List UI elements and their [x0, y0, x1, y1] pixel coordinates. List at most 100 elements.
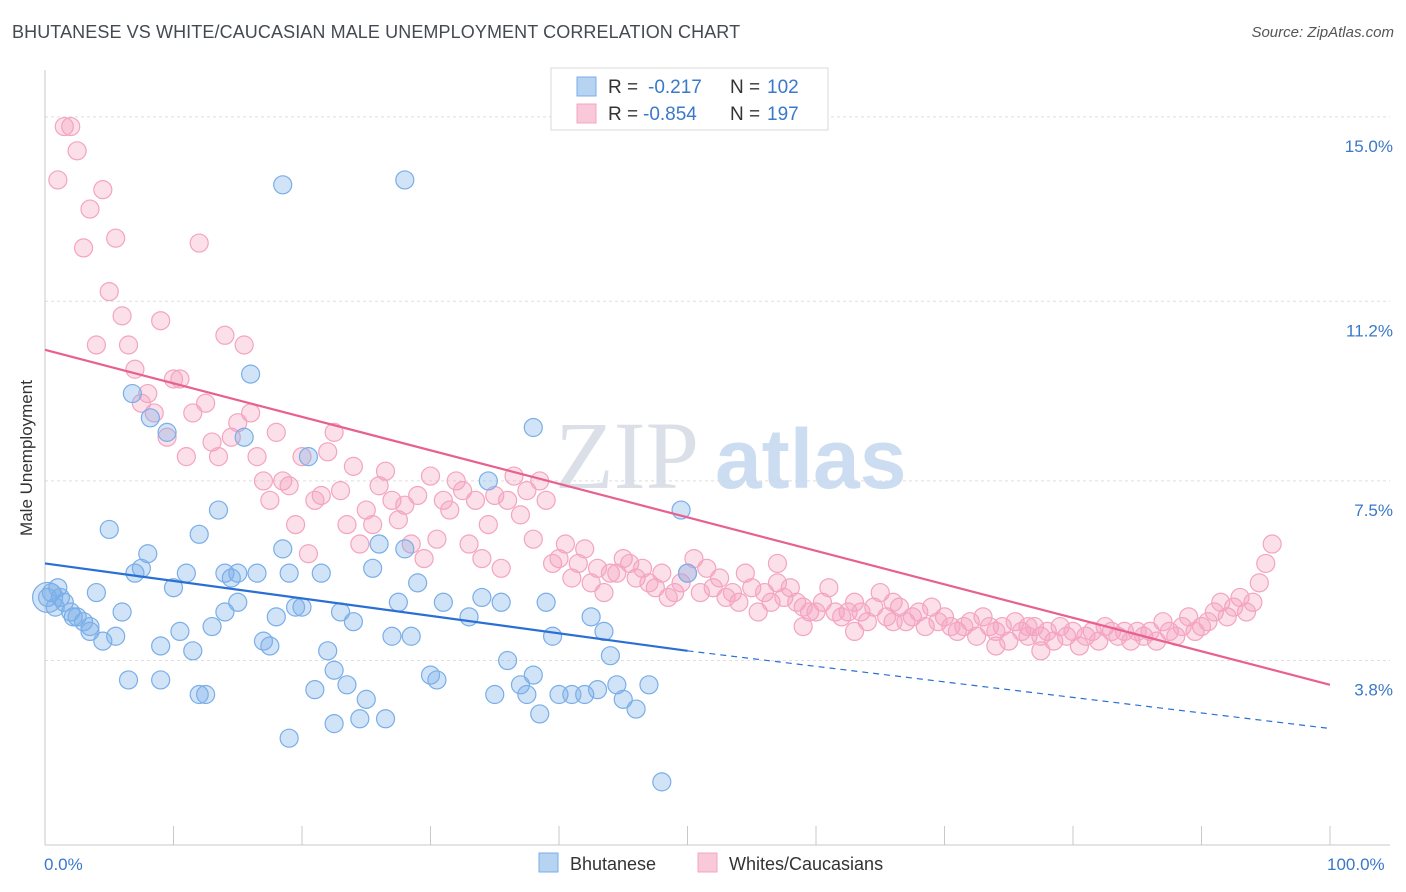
- bhutanese-point-76: [581, 607, 601, 627]
- bhutanese-point-35: [266, 607, 286, 627]
- bhutanese-point-64: [485, 684, 505, 705]
- bhutanese-point-8: [86, 582, 107, 603]
- whites-point-3: [67, 141, 87, 161]
- bhutanese-point-77: [587, 680, 608, 700]
- bhutanese-point-29: [228, 563, 248, 583]
- whites-point-65: [465, 490, 486, 510]
- legend-n-label-1: N =: [730, 77, 760, 98]
- legend-r-label-2: R =: [608, 104, 638, 125]
- bhutanese-point-17: [151, 636, 171, 656]
- bhutanese-point-87: [273, 175, 293, 195]
- bhutanese-point-83: [639, 675, 659, 695]
- whites-point-175: [1172, 616, 1192, 637]
- y-tick-label-1: 11.2%: [1346, 321, 1393, 340]
- whites-point-103: [710, 568, 730, 588]
- whites-point-149: [1005, 612, 1025, 632]
- trend-whites: [44, 348, 1331, 686]
- whites-point-110: [754, 582, 775, 603]
- bhutanese-point-88: [395, 170, 415, 190]
- bhutanese-point-11: [106, 626, 126, 646]
- bhutanese-point-large: [31, 581, 64, 614]
- whites-point-106: [729, 592, 749, 612]
- legend-n-value-2: 197: [767, 104, 799, 125]
- bhutanese-point-43: [318, 641, 338, 661]
- whites-point-159: [1069, 636, 1090, 656]
- whites-point-30: [241, 403, 261, 423]
- whites-point-156: [1050, 616, 1070, 637]
- bhutanese-point-47: [343, 612, 363, 632]
- whites-point-36: [279, 476, 299, 496]
- whites-point-84: [587, 558, 608, 578]
- bhutanese-point-37: [279, 563, 299, 583]
- bhutanese-point-95: [140, 408, 160, 428]
- bhutanese-point-70: [530, 704, 550, 724]
- x-tick-min: 0.0%: [44, 855, 83, 874]
- bhutanese-point-23: [189, 524, 209, 544]
- trend-lines: [44, 348, 1331, 730]
- bhutanese-point-79: [600, 646, 621, 666]
- whites-point-73: [517, 481, 537, 501]
- whites-point-195: [767, 553, 788, 574]
- bhutanese-point-52: [375, 709, 396, 729]
- whites-point-189: [1262, 534, 1282, 554]
- whites-point-192: [986, 636, 1006, 656]
- whites-point-69: [491, 558, 511, 578]
- whites-point-32: [253, 471, 274, 491]
- whites-point-5: [80, 199, 100, 219]
- whites-point-182: [1217, 607, 1237, 627]
- bhutanese-point-31: [241, 364, 261, 384]
- whites-point-108: [742, 578, 762, 598]
- series-bhutanese: [31, 170, 698, 792]
- bhutanese-point-32: [247, 563, 267, 583]
- legend-r-label-1: R =: [608, 77, 638, 98]
- series-whites-caucasians: [48, 116, 1282, 661]
- chart-source: Source: ZipAtlas.com: [1251, 24, 1394, 41]
- watermark-atlas: atlas: [715, 412, 906, 506]
- bhutanese-point-71: [536, 592, 556, 612]
- whites-point-66: [472, 548, 492, 569]
- bhutanese-point-86: [677, 563, 698, 583]
- whites-point-44: [330, 481, 351, 501]
- whites-point-70: [498, 490, 518, 510]
- whites-point-76: [536, 490, 556, 510]
- whites-point-16: [151, 311, 171, 331]
- whites-point-49: [363, 515, 383, 535]
- whites-point-74: [523, 529, 543, 549]
- bhutanese-point-91: [50, 587, 71, 608]
- legend-n-label-2: N =: [730, 104, 760, 125]
- bhutanese-point-42: [311, 563, 331, 583]
- whites-point-86: [600, 563, 621, 583]
- bhutanese-point-101: [324, 714, 344, 734]
- whites-point-57: [414, 548, 434, 569]
- bhutanese-point-94: [122, 383, 142, 404]
- whites-point-41: [311, 485, 331, 506]
- whites-point-102: [703, 578, 723, 598]
- whites-point-61: [440, 500, 460, 520]
- whites-point-105: [722, 582, 743, 603]
- stats-legend: R = -0.217 N = 102 R = -0.854 N = 197: [550, 67, 829, 131]
- bhutanese-point-50: [363, 558, 383, 578]
- whites-point-14: [138, 383, 158, 404]
- bhutanese-point-36: [273, 539, 293, 559]
- whites-point-193: [844, 621, 865, 642]
- whites-point-11: [118, 335, 139, 355]
- whites-point-10: [112, 306, 132, 326]
- bhutanese-point-48: [350, 709, 370, 729]
- whites-point-31: [247, 447, 267, 467]
- bhutanese-point-18: [157, 422, 177, 442]
- whites-point-67: [478, 515, 498, 535]
- whites-point-120: [819, 578, 839, 598]
- bhutanese-point-22: [183, 641, 203, 661]
- bhutanese-point-99: [228, 592, 248, 612]
- whites-point-25: [208, 447, 229, 467]
- whites-point-21: [183, 403, 203, 423]
- legend-r-value-2: -0.854: [643, 104, 697, 125]
- whites-point-22: [189, 233, 209, 253]
- bhutanese-point-67: [510, 675, 531, 695]
- whites-point-58: [420, 466, 441, 486]
- legend-r-value-1: -0.217: [648, 77, 702, 98]
- bhutanese-point-49: [356, 689, 376, 709]
- whites-point-125: [851, 602, 871, 622]
- whites-point-45: [337, 515, 357, 535]
